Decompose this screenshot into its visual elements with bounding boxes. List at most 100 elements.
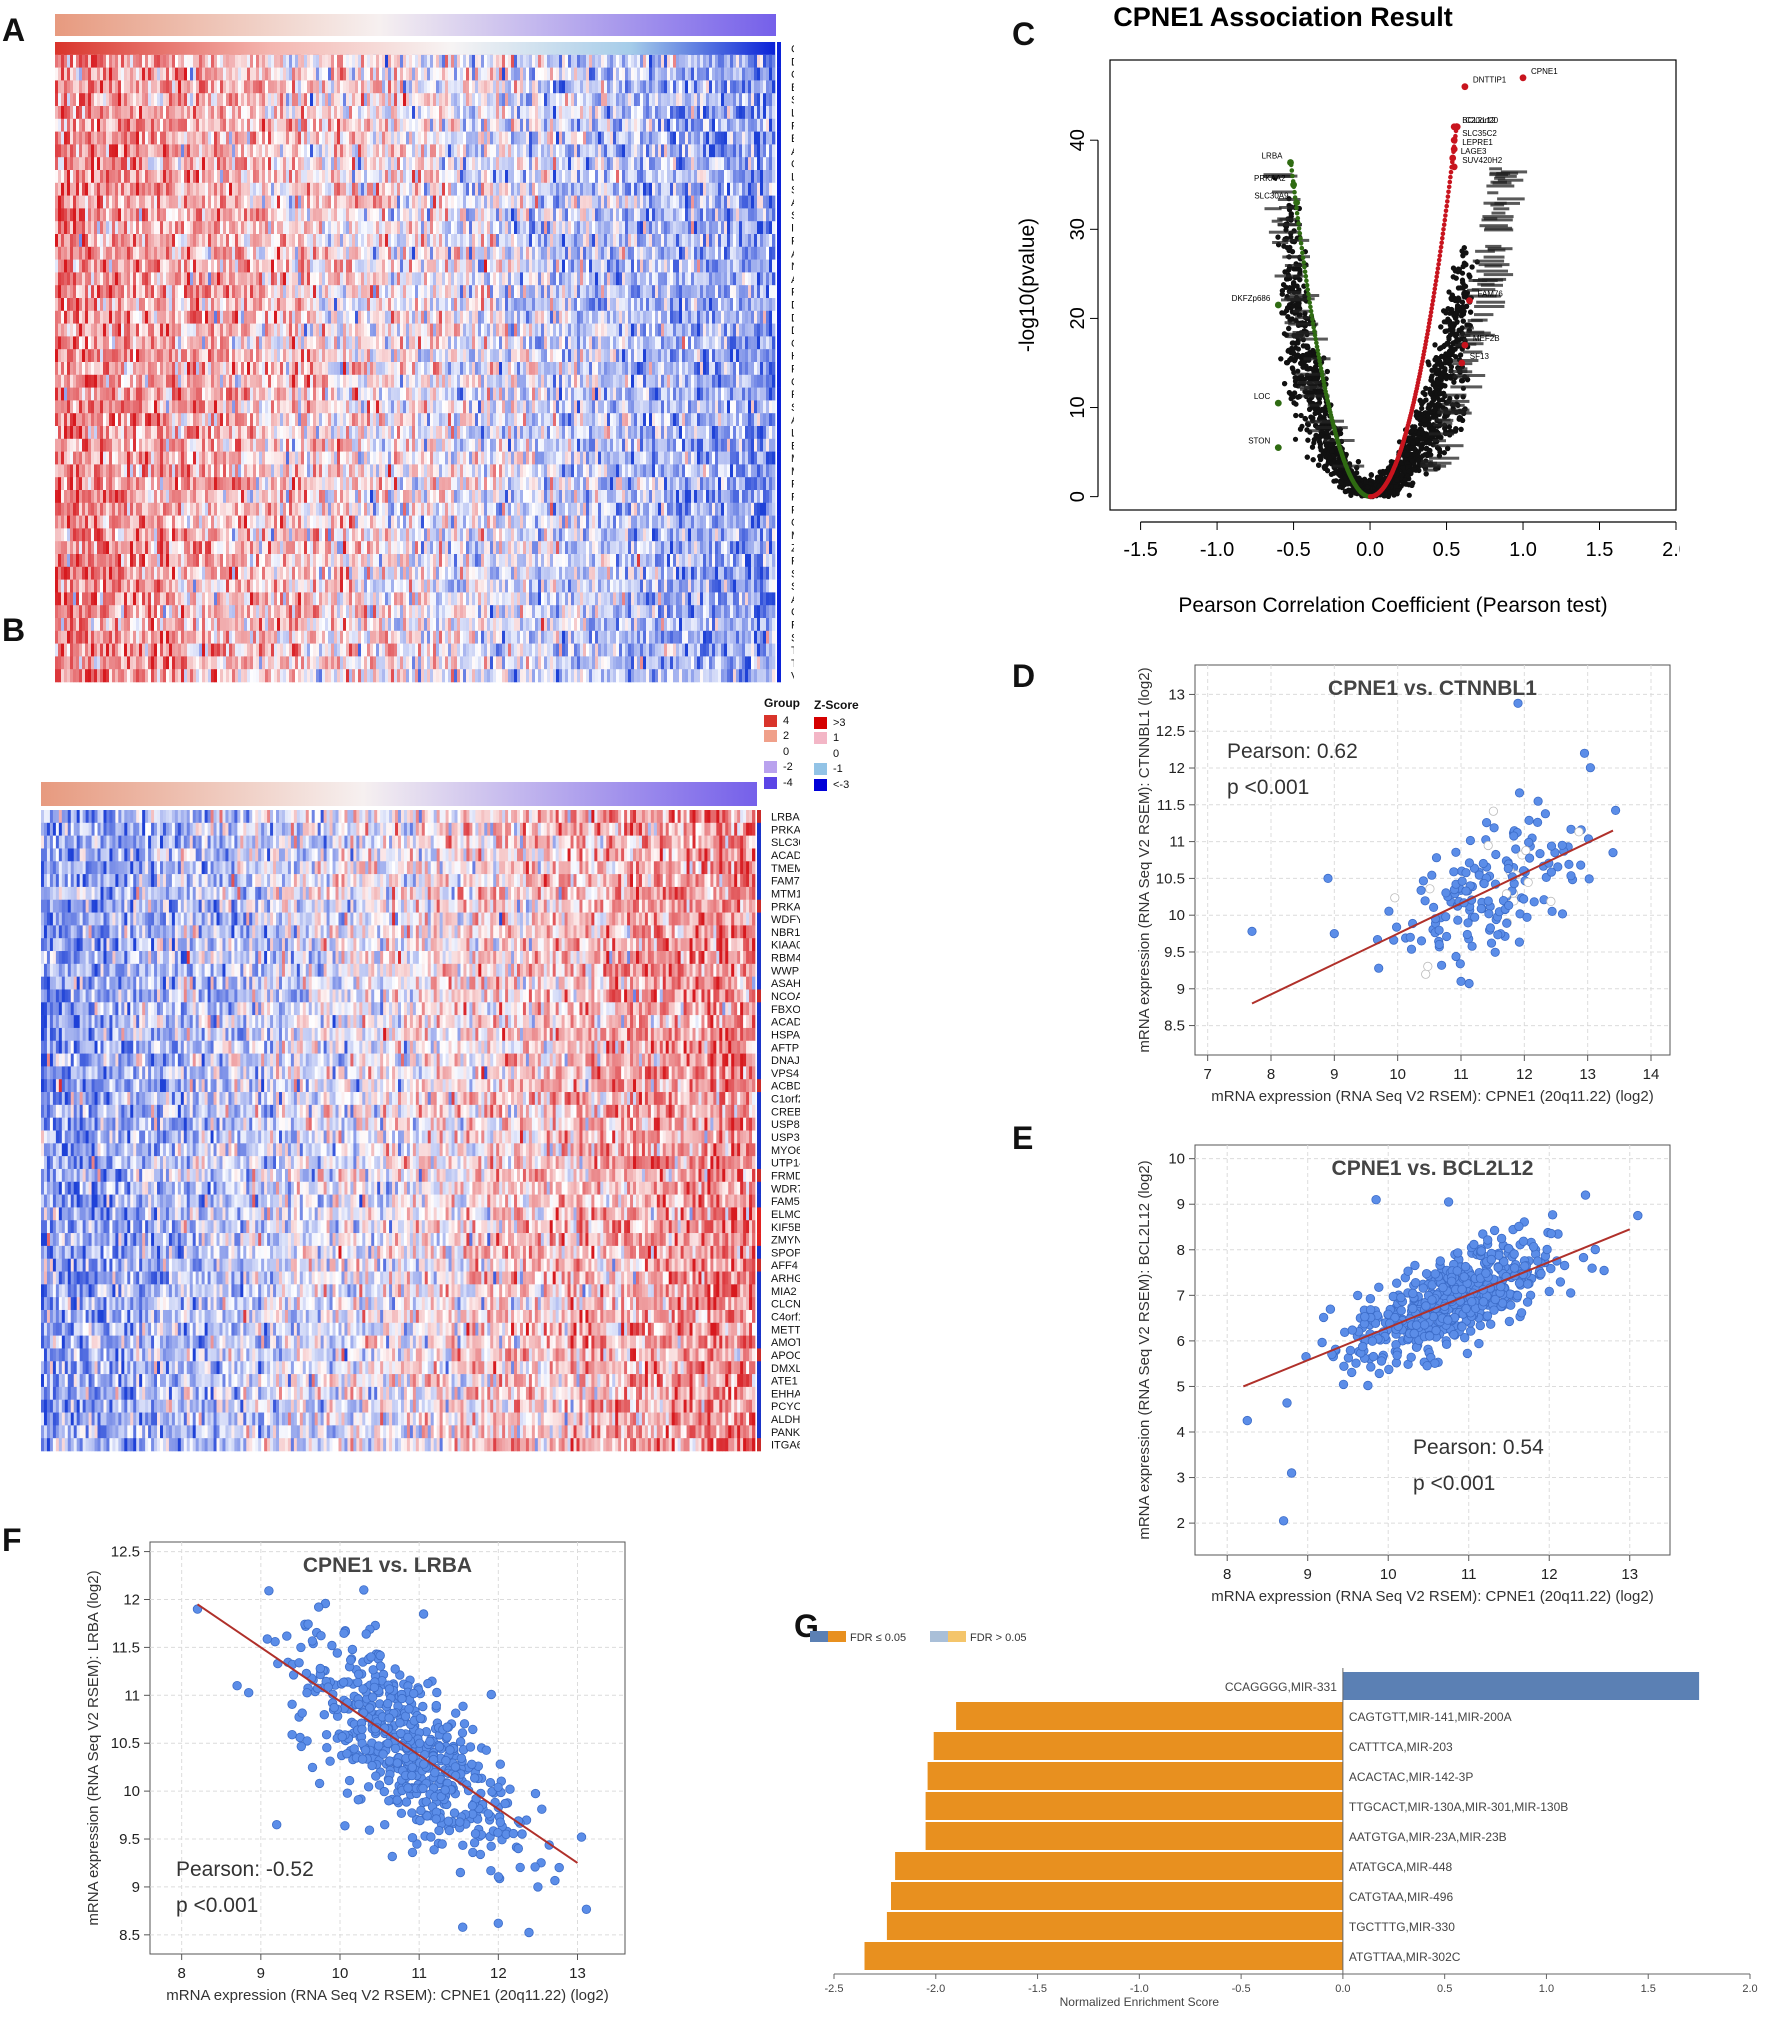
heatmap-cell (562, 54, 566, 68)
heatmap-cell (547, 118, 551, 132)
heatmap-cell (643, 54, 647, 68)
heatmap-cell (118, 67, 122, 81)
heatmap-cell (67, 272, 71, 286)
heatmap-cell (562, 285, 566, 299)
heatmap-cell (205, 118, 209, 132)
heatmap-cell (241, 93, 245, 107)
heatmap-cell (688, 106, 692, 120)
heatmap-cell (238, 131, 242, 145)
heatmap-cell (433, 182, 437, 196)
heatmap-cell (562, 298, 566, 312)
heatmap-cell (769, 131, 773, 145)
heatmap-cell (223, 208, 227, 222)
heatmap-cell (613, 195, 617, 209)
heatmap-cell (487, 259, 491, 273)
heatmap-cell (619, 67, 623, 81)
heatmap-cell (76, 234, 80, 248)
heatmap-cell (478, 234, 482, 248)
heatmap-cell (340, 182, 344, 196)
heatmap-cell (772, 195, 776, 209)
heatmap-cell (745, 182, 749, 196)
heatmap-cell (724, 195, 728, 209)
panel-label-b: B (2, 612, 25, 649)
heatmap-cell (142, 208, 146, 222)
heatmap-cell (91, 285, 95, 299)
heatmap-cell (244, 272, 248, 286)
heatmap-cell (301, 272, 305, 286)
heatmap-cell (472, 234, 476, 248)
heatmap-cell (79, 144, 83, 158)
heatmap-cell (256, 221, 260, 235)
heatmap-cell (751, 272, 755, 286)
heatmap-cell (217, 208, 221, 222)
heatmap-cell (727, 157, 731, 171)
heatmap-cell (592, 157, 596, 171)
heatmap-cell (559, 106, 563, 120)
heatmap-cell (58, 234, 62, 248)
heatmap-cell (640, 67, 644, 81)
heatmap-cell (403, 246, 407, 260)
heatmap-cell (478, 285, 482, 299)
heatmap-cell (139, 259, 143, 273)
heatmap-cell (493, 80, 497, 94)
heatmap-cell (670, 93, 674, 107)
heatmap-cell (241, 234, 245, 248)
heatmap-cell (346, 285, 350, 299)
heatmap-cell (196, 157, 200, 171)
heatmap-cell (757, 259, 761, 273)
heatmap-cell (100, 157, 104, 171)
heatmap-cell (322, 298, 326, 312)
heatmap-cell (595, 157, 599, 171)
heatmap-cell (325, 259, 329, 273)
heatmap-cell (616, 246, 620, 260)
heatmap-cell (733, 170, 737, 184)
heatmap-cell (592, 285, 596, 299)
heatmap-cell (715, 259, 719, 273)
heatmap-cell (403, 285, 407, 299)
heatmap-cell (397, 285, 401, 299)
heatmap-cell (121, 272, 125, 286)
heatmap-cell (475, 93, 479, 107)
heatmap-cell (76, 80, 80, 94)
heatmap-cell (529, 131, 533, 145)
heatmap-cell (439, 157, 443, 171)
heatmap-cell (337, 170, 341, 184)
heatmap-cell (499, 157, 503, 171)
heatmap-cell (238, 106, 242, 120)
heatmap-cell (424, 259, 428, 273)
heatmap-cell (742, 106, 746, 120)
heatmap-cell (130, 182, 134, 196)
heatmap-cell (421, 93, 425, 107)
heatmap-cell (655, 182, 659, 196)
heatmap-cell (646, 208, 650, 222)
heatmap-cell (607, 93, 611, 107)
heatmap-cell (769, 221, 773, 235)
heatmap-cell (649, 272, 653, 286)
heatmap-cell (88, 93, 92, 107)
heatmap-cell (148, 106, 152, 120)
heatmap-cell (97, 272, 101, 286)
heatmap-cell (772, 208, 776, 222)
heatmap-cell (70, 144, 74, 158)
heatmap-cell (115, 118, 119, 132)
heatmap-cell (508, 106, 512, 120)
heatmap-cell (493, 195, 497, 209)
heatmap-cell (466, 80, 470, 94)
heatmap-cell (316, 170, 320, 184)
heatmap-cell (751, 285, 755, 299)
heatmap-cell (769, 54, 773, 68)
heatmap-cell (412, 221, 416, 235)
heatmap-cell (136, 259, 140, 273)
heatmap-cell (550, 208, 554, 222)
heatmap-cell (352, 118, 356, 132)
heatmap-cell (286, 131, 290, 145)
heatmap-cell (151, 272, 155, 286)
heatmap-cell (163, 131, 167, 145)
heatmap-cell (583, 195, 587, 209)
heatmap-cell (622, 144, 626, 158)
heatmap-cell (703, 208, 707, 222)
heatmap-cell (169, 157, 173, 171)
heatmap-cell (535, 195, 539, 209)
heatmap-cell (445, 144, 449, 158)
heatmap-cell (463, 208, 467, 222)
